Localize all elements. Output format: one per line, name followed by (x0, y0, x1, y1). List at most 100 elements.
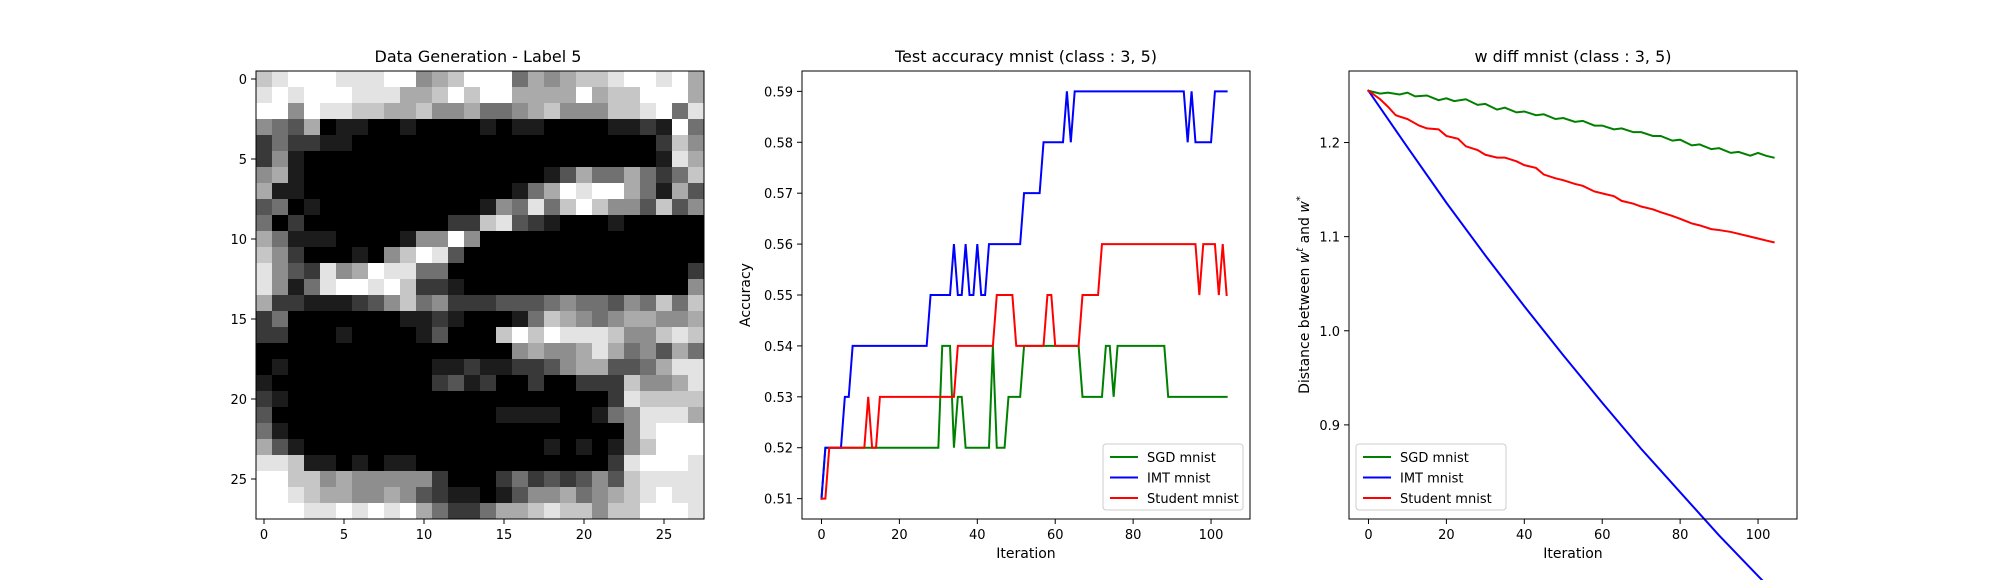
heatmap-cell (576, 87, 593, 104)
heatmap-cell (544, 247, 561, 264)
heatmap-cell (688, 487, 705, 504)
heatmap-cell (592, 279, 609, 296)
y-tick-label: 0.56 (764, 238, 793, 253)
heatmap-cell (544, 391, 561, 408)
heatmap-cell (624, 183, 641, 200)
heatmap-cell (528, 135, 545, 152)
heatmap-cell (640, 183, 657, 200)
accuracy-panel: Test accuracy mnist (class : 3, 5) 0 20 40… (738, 47, 1251, 562)
heatmap-cell (656, 71, 673, 88)
heatmap-cell (480, 359, 497, 376)
heatmap-cell (480, 487, 497, 504)
heatmap-cell (592, 215, 609, 232)
heatmap-cell (448, 503, 465, 520)
heatmap-cell (416, 455, 433, 472)
heatmap-cell (592, 407, 609, 424)
heatmap-cell (512, 343, 529, 360)
heatmap-cell (288, 471, 305, 488)
series-line (1367, 89, 1775, 244)
heatmap-cell (672, 215, 689, 232)
heatmap-cell (288, 423, 305, 440)
heatmap-cell (656, 423, 673, 440)
heatmap-cell (640, 375, 657, 392)
heatmap-cell (400, 247, 417, 264)
heatmap-cell (432, 119, 449, 136)
heatmap-cell (592, 343, 609, 360)
heatmap-cell (320, 103, 337, 120)
heatmap-cell (576, 167, 593, 184)
heatmap-cell (672, 439, 689, 456)
heatmap-cell (688, 295, 705, 312)
heatmap-cell (448, 247, 465, 264)
heatmap-cell (528, 199, 545, 216)
heatmap-cell (352, 359, 369, 376)
heatmap-cell (272, 71, 289, 88)
heatmap-cell (656, 167, 673, 184)
heatmap-cell (512, 135, 529, 152)
wdiff-ylabel-sup1: t (1295, 247, 1306, 252)
y-tick-label: 0.59 (764, 85, 793, 100)
heatmap-cell (640, 423, 657, 440)
heatmap-cell (656, 343, 673, 360)
heatmap-cell (576, 327, 593, 344)
heatmap-cell (464, 407, 481, 424)
wdiff-ylabel-sup2: * (1295, 196, 1306, 201)
heatmap-cell (368, 503, 385, 520)
y-tick-label: 0.9 (1319, 419, 1340, 434)
heatmap-cell (256, 151, 273, 168)
heatmap-cell (416, 407, 433, 424)
heatmap-cell (400, 199, 417, 216)
heatmap-cell (448, 151, 465, 168)
heatmap-cell (288, 375, 305, 392)
heatmap-cell (432, 279, 449, 296)
heatmap-cell (544, 119, 561, 136)
heatmap-cell (512, 407, 529, 424)
heatmap-cell (656, 119, 673, 136)
heatmap-cell (272, 263, 289, 280)
heatmap-cell (544, 471, 561, 488)
heatmap-cell (368, 359, 385, 376)
heatmap-cell (352, 135, 369, 152)
x-tick-label: 100 (1746, 528, 1771, 543)
heatmap-cell (256, 103, 273, 120)
heatmap-cell (448, 87, 465, 104)
heatmap-cell (672, 71, 689, 88)
heatmap-cell (480, 471, 497, 488)
heatmap-cell (560, 231, 577, 248)
heatmap-cell (480, 71, 497, 88)
heatmap-cell (576, 295, 593, 312)
y-tick-label: 15 (230, 313, 247, 328)
heatmap-cell (560, 199, 577, 216)
heatmap-cell (592, 471, 609, 488)
heatmap-cell (320, 199, 337, 216)
heatmap-cell (496, 471, 513, 488)
heatmap-cell (688, 215, 705, 232)
heatmap-cell (592, 359, 609, 376)
heatmap-cell (512, 71, 529, 88)
heatmap-cell (256, 423, 273, 440)
heatmap-cell (416, 199, 433, 216)
heatmap-cell (320, 327, 337, 344)
heatmap-cell (368, 135, 385, 152)
heatmap-cell (592, 119, 609, 136)
heatmap-cell (416, 231, 433, 248)
heatmap-cell (416, 119, 433, 136)
heatmap-cell (512, 279, 529, 296)
heatmap-cell (496, 247, 513, 264)
heatmap-cell (400, 71, 417, 88)
heatmap-cell (384, 439, 401, 456)
heatmap-cell (544, 167, 561, 184)
heatmap-cell (624, 231, 641, 248)
heatmap-cell (608, 439, 625, 456)
heatmap-cell (496, 487, 513, 504)
heatmap-cell (464, 423, 481, 440)
heatmap-cell (480, 279, 497, 296)
heatmap-cell (576, 247, 593, 264)
heatmap-cell (480, 183, 497, 200)
heatmap-cell (304, 135, 321, 152)
heatmap-cell (304, 183, 321, 200)
heatmap-cell (464, 439, 481, 456)
heatmap-cell (336, 343, 353, 360)
x-tick-label: 40 (1516, 528, 1533, 543)
